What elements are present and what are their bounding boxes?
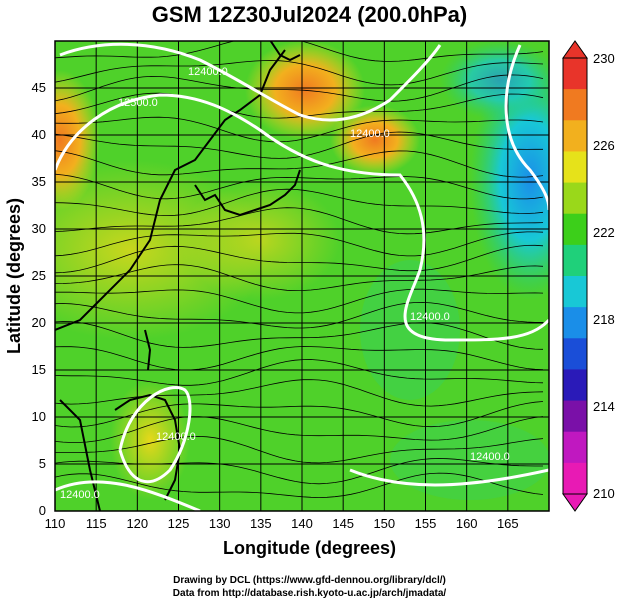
svg-text:12400.0: 12400.0: [156, 431, 196, 443]
y-tick-label: 15: [32, 362, 46, 377]
streamline: [55, 116, 544, 143]
streamline: [55, 74, 544, 102]
svg-text:12500.0: 12500.0: [118, 97, 158, 109]
colorbar-label: 230: [593, 51, 615, 66]
streamline: [55, 435, 544, 464]
coastlines: [55, 41, 301, 511]
colorbar-segment: [563, 182, 587, 215]
streamline: [55, 458, 543, 485]
colorbar-segment: [563, 276, 587, 308]
colorbar-segment: [563, 213, 587, 246]
colorbar-label: 218: [593, 312, 615, 327]
colorbar-top-arrow: [562, 40, 588, 59]
streamline: [55, 301, 543, 329]
colorbar-segment: [563, 462, 587, 495]
x-tick-label: 155: [415, 516, 437, 531]
streamline: [55, 244, 544, 274]
y-axis: 0 5 10 15 20 25 30 35 40 45: [32, 80, 46, 518]
x-tick-label: 125: [168, 516, 190, 531]
svg-text:12400.0: 12400.0: [60, 489, 100, 501]
streamline: [55, 288, 544, 314]
streamline: [55, 207, 544, 235]
chart-title: GSM 12Z30Jul2024 (200.0hPa): [151, 2, 468, 27]
contour-labels: 12400.0 12500.0 12400.0 12400.0 12400.0 …: [60, 66, 510, 501]
plot-frame: [54, 40, 550, 512]
y-tick-label: 10: [32, 409, 46, 424]
colorbar-segment: [563, 431, 587, 464]
x-tick-label: 165: [497, 516, 519, 531]
y-tick-label: 0: [39, 503, 46, 518]
streamline: [55, 359, 544, 386]
x-tick-label: 150: [373, 516, 395, 531]
colorbar-label: 214: [593, 399, 615, 414]
svg-text:12400.0: 12400.0: [350, 128, 390, 140]
streamline: [55, 346, 544, 371]
credit-data: Data from http://database.rish.kyoto-u.a…: [172, 588, 447, 599]
y-tick-label: 35: [32, 174, 46, 189]
colorbar-segment: [563, 120, 587, 152]
colorbar-segment: [563, 307, 587, 339]
streamline: [55, 416, 544, 443]
streamline: [55, 92, 544, 119]
streamline: [55, 379, 544, 407]
height-contours: [55, 42, 549, 511]
svg-text:12400.0: 12400.0: [188, 66, 228, 78]
colorbar-bottom-arrow: [562, 493, 588, 512]
streamline: [55, 472, 544, 498]
colorbar-segment: [563, 151, 587, 184]
colorbar-segment: [563, 400, 587, 433]
streamline: [55, 131, 543, 159]
streamline: [55, 231, 544, 257]
y-tick-label: 40: [32, 127, 46, 142]
colorbar-label: 210: [593, 486, 615, 501]
x-tick-label: 135: [250, 516, 272, 531]
streamline: [55, 60, 544, 86]
colorbar-segment: [563, 369, 587, 402]
y-tick-label: 25: [32, 268, 46, 283]
colorbar-segment: [563, 58, 587, 90]
x-tick-label: 145: [332, 516, 354, 531]
credit-drawing: Drawing by DCL (https://www.gfd-dennou.o…: [173, 575, 446, 586]
colorbar-label: 226: [593, 138, 615, 153]
x-tick-label: 115: [86, 516, 107, 531]
streamlines: [55, 41, 544, 498]
streamline: [55, 173, 544, 200]
colorbar-segment: [563, 89, 587, 121]
x-tick-label: 120: [126, 516, 148, 531]
y-tick-label: 20: [32, 315, 46, 330]
x-tick-label: 140: [291, 516, 313, 531]
map-plot-area: 12400.0 12500.0 12400.0 12400.0 12400.0 …: [55, 41, 549, 511]
colorbar-label: 222: [593, 225, 615, 240]
colorbar-segment: [563, 244, 587, 277]
colorbar-segment: [563, 338, 587, 370]
x-tick-label: 160: [456, 516, 478, 531]
svg-text:12400.0: 12400.0: [410, 311, 450, 323]
streamline: [55, 264, 544, 292]
y-tick-label: 30: [32, 221, 46, 236]
y-tick-label: 5: [39, 456, 46, 471]
x-axis: 110 115 120 125 130 135 140 145 150 155 …: [45, 516, 519, 531]
streamline: [55, 41, 544, 62]
x-axis-title: Longitude (degrees): [222, 538, 396, 558]
y-tick-label: 45: [32, 80, 46, 95]
colorbar: 230 226 222 218 214 210: [562, 40, 615, 512]
x-tick-label: 110: [45, 516, 66, 531]
streamline: [55, 150, 544, 178]
svg-text:12400.0: 12400.0: [470, 451, 510, 463]
streamline: [55, 188, 544, 217]
x-tick-label: 130: [209, 516, 231, 531]
streamline: [55, 321, 544, 350]
y-axis-title: Latitude (degrees): [4, 198, 24, 354]
